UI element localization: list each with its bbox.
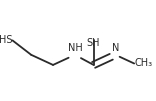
Text: CH₃: CH₃ [135,58,153,68]
Text: HS: HS [0,35,12,45]
Text: N: N [112,43,119,53]
Text: NH: NH [68,43,82,53]
Text: SH: SH [87,37,100,47]
